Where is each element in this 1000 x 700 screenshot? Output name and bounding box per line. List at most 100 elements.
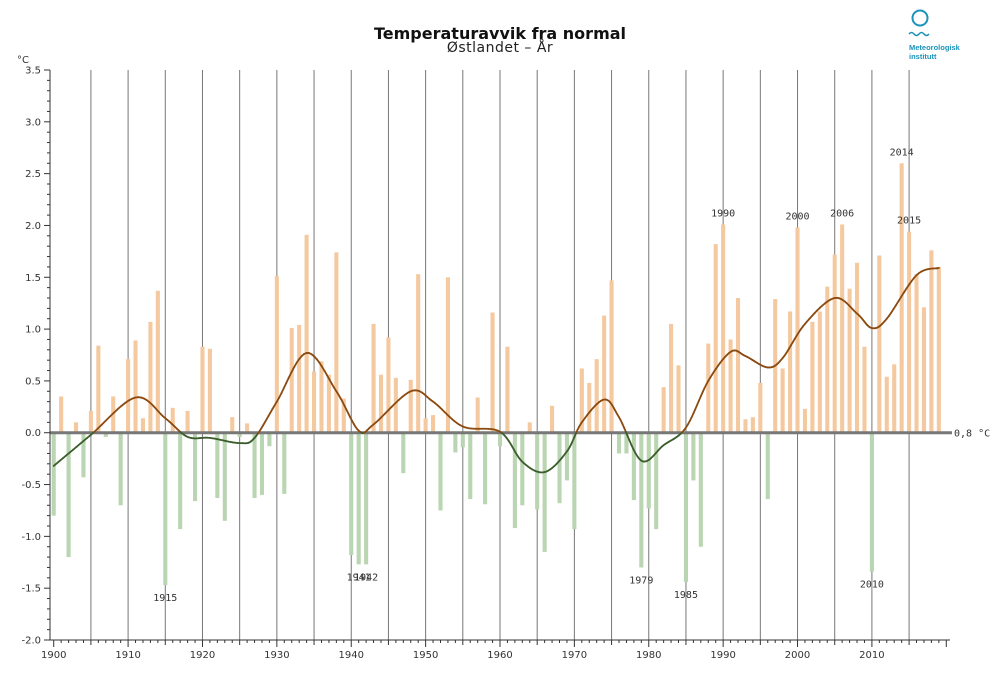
- y-tick-label: 0.5: [25, 376, 41, 387]
- bar-1913: [148, 321, 153, 433]
- y-tick-label: 2.5: [25, 169, 41, 180]
- bar-1992: [735, 298, 741, 433]
- bar-2006: [840, 224, 845, 433]
- bar-1910: [126, 359, 131, 433]
- bar-2011: [877, 255, 882, 433]
- annotation-2000: 2000: [785, 212, 809, 223]
- y-tick-label: 3.0: [25, 117, 41, 128]
- bar-1964: [527, 422, 532, 433]
- bar-1943: [371, 323, 376, 433]
- smooth-segment: [104, 415, 111, 422]
- annotation-1979: 1979: [629, 575, 653, 586]
- bar-2000: [795, 227, 800, 433]
- logo-text-line1: Meteorologisk: [909, 43, 961, 52]
- bar-1946: [393, 377, 398, 433]
- bar-1985: [683, 432, 688, 582]
- bar-2010: [869, 432, 874, 572]
- annotation-2010: 2010: [860, 580, 884, 591]
- x-tick-label: 1930: [264, 650, 289, 661]
- y-tick-label: -1.5: [21, 584, 41, 595]
- bar-1930: [274, 276, 279, 433]
- logo-text-line2: institutt: [909, 52, 937, 61]
- x-tick-label: 1970: [562, 650, 587, 661]
- annotation-1915: 1915: [153, 593, 177, 604]
- x-tick-label: 1940: [339, 650, 364, 661]
- bar-1972: [587, 382, 592, 433]
- chart-title: Temperaturavvik fra normal: [373, 24, 627, 43]
- bar-2007: [847, 288, 852, 433]
- bar-2004: [825, 286, 830, 433]
- smooth-segment: [280, 387, 285, 395]
- bar-1933: [297, 324, 302, 433]
- x-tick-label: 2000: [785, 650, 810, 661]
- x-tick-label: 1900: [41, 650, 66, 661]
- bar-1900: [51, 432, 56, 516]
- bar-1942: [364, 432, 369, 565]
- bar-1916: [170, 407, 175, 433]
- bar-1998: [780, 368, 785, 433]
- bar-2018: [929, 250, 934, 433]
- bar-1939: [341, 398, 346, 433]
- bar-2012: [884, 376, 889, 433]
- bar-2016: [914, 274, 919, 433]
- bar-1936: [319, 361, 324, 433]
- bar-1925: [237, 432, 242, 437]
- bar-1995: [758, 382, 763, 433]
- bar-1907: [103, 432, 108, 437]
- bar-1996: [765, 432, 770, 500]
- bar-1905: [88, 410, 93, 433]
- bar-1937: [326, 374, 331, 433]
- bar-2009: [862, 346, 867, 433]
- annotation-2015: 2015: [897, 216, 921, 227]
- y-tick-label: -2.0: [21, 636, 41, 647]
- bar-1920: [200, 346, 205, 433]
- bar-1999: [788, 311, 793, 433]
- bar-1959: [490, 312, 495, 433]
- bar-2008: [854, 262, 860, 433]
- bar-1901: [59, 396, 64, 433]
- bar-1931: [282, 432, 287, 494]
- bar-1986: [691, 432, 696, 481]
- bar-1977: [624, 432, 629, 454]
- y-tick-label: 3.5: [25, 66, 41, 77]
- bar-1984: [676, 365, 681, 433]
- y-axis-unit-label: °C: [17, 55, 29, 66]
- bar-2013: [892, 364, 897, 433]
- bar-1982: [661, 387, 666, 433]
- annotation-1942: 1942: [354, 572, 378, 583]
- smooth-segment: [100, 419, 107, 426]
- x-tick-label: 1920: [190, 650, 215, 661]
- chart-subtitle: Østlandet – År: [446, 40, 554, 56]
- smooth-segment: [282, 382, 288, 390]
- x-tick-label: 1960: [487, 650, 512, 661]
- smooth-segment: [285, 376, 290, 385]
- bar-1921: [207, 348, 212, 433]
- bar-1918: [185, 410, 190, 433]
- smooth-segment: [108, 412, 115, 418]
- bar-1976: [616, 432, 622, 454]
- bar-1983: [669, 323, 674, 433]
- bar-series: [51, 163, 941, 586]
- y-axis-ticks: -2.0 -1.5 -1.0 -0.5 0.0 0.5 1.0 1.5 2.0 2.5 3.0 3.5: [21, 66, 50, 647]
- bar-1958: [483, 432, 488, 505]
- bar-1938: [334, 252, 339, 433]
- x-tick-label: 1910: [115, 650, 140, 661]
- bar-1969: [564, 432, 569, 481]
- bar-1968: [557, 432, 562, 504]
- bar-1903: [73, 422, 79, 433]
- bar-2001: [802, 408, 807, 433]
- bar-2014: [899, 163, 904, 433]
- bar-1945: [386, 337, 391, 433]
- bar-1941: [356, 432, 361, 565]
- bar-1962: [512, 432, 517, 529]
- bar-1956: [468, 432, 473, 500]
- bar-1950: [423, 418, 428, 433]
- bar-2017: [921, 307, 927, 433]
- bar-1922: [215, 432, 220, 499]
- bar-1967: [550, 405, 555, 433]
- bar-1948: [408, 379, 413, 433]
- annotation-1990: 1990: [711, 208, 735, 219]
- bar-1924: [230, 417, 235, 433]
